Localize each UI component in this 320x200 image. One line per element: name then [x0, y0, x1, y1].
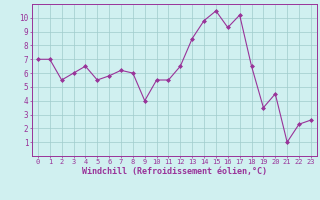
- X-axis label: Windchill (Refroidissement éolien,°C): Windchill (Refroidissement éolien,°C): [82, 167, 267, 176]
